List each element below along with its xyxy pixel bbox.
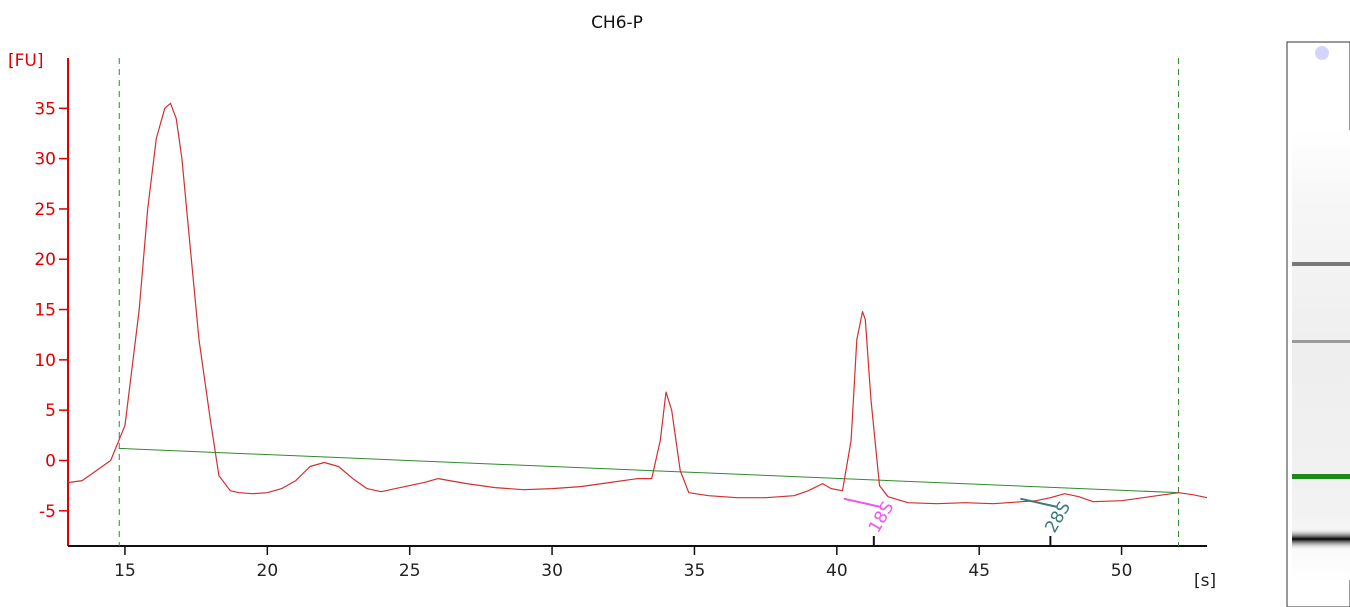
y-tick-label: 30 — [34, 150, 56, 170]
y-tick-label: 20 — [34, 250, 56, 270]
x-tick-label: 20 — [257, 561, 279, 581]
x-tick-label: 50 — [1111, 561, 1133, 581]
gel-band-lower-marker — [1292, 528, 1350, 550]
x-tick-label: 30 — [541, 561, 563, 581]
x-tick-label: 35 — [684, 561, 706, 581]
signal-trace — [67, 102, 1208, 505]
y-tick-label: 10 — [34, 351, 56, 371]
chart-title: CH6-P — [591, 13, 643, 33]
y-tick-label: -5 — [39, 502, 56, 522]
peak-marker-line — [1020, 497, 1057, 508]
y-axis-label: [FU] — [8, 51, 44, 71]
gel-band-marker — [1292, 474, 1350, 479]
gel-lane-background — [1292, 130, 1350, 580]
x-tick-label: 15 — [114, 561, 136, 581]
y-tick-label: 15 — [34, 301, 56, 321]
gel-well-spot — [1315, 46, 1329, 60]
y-tick-label: 25 — [34, 200, 56, 220]
y-tick-label: 35 — [34, 99, 56, 119]
x-tick-label: 45 — [968, 561, 990, 581]
y-tick-label: 0 — [45, 451, 56, 471]
y-tick-label: 5 — [45, 401, 56, 421]
gel-lane-image — [1286, 41, 1350, 607]
gel-band-upper — [1292, 262, 1350, 266]
x-tick-label: 25 — [399, 561, 421, 581]
x-axis-label: [s] — [1194, 571, 1216, 591]
baseline-line — [119, 447, 1179, 494]
peak-marker-line — [843, 497, 881, 508]
x-tick-label: 40 — [826, 561, 848, 581]
gel-band-middle — [1292, 340, 1350, 343]
